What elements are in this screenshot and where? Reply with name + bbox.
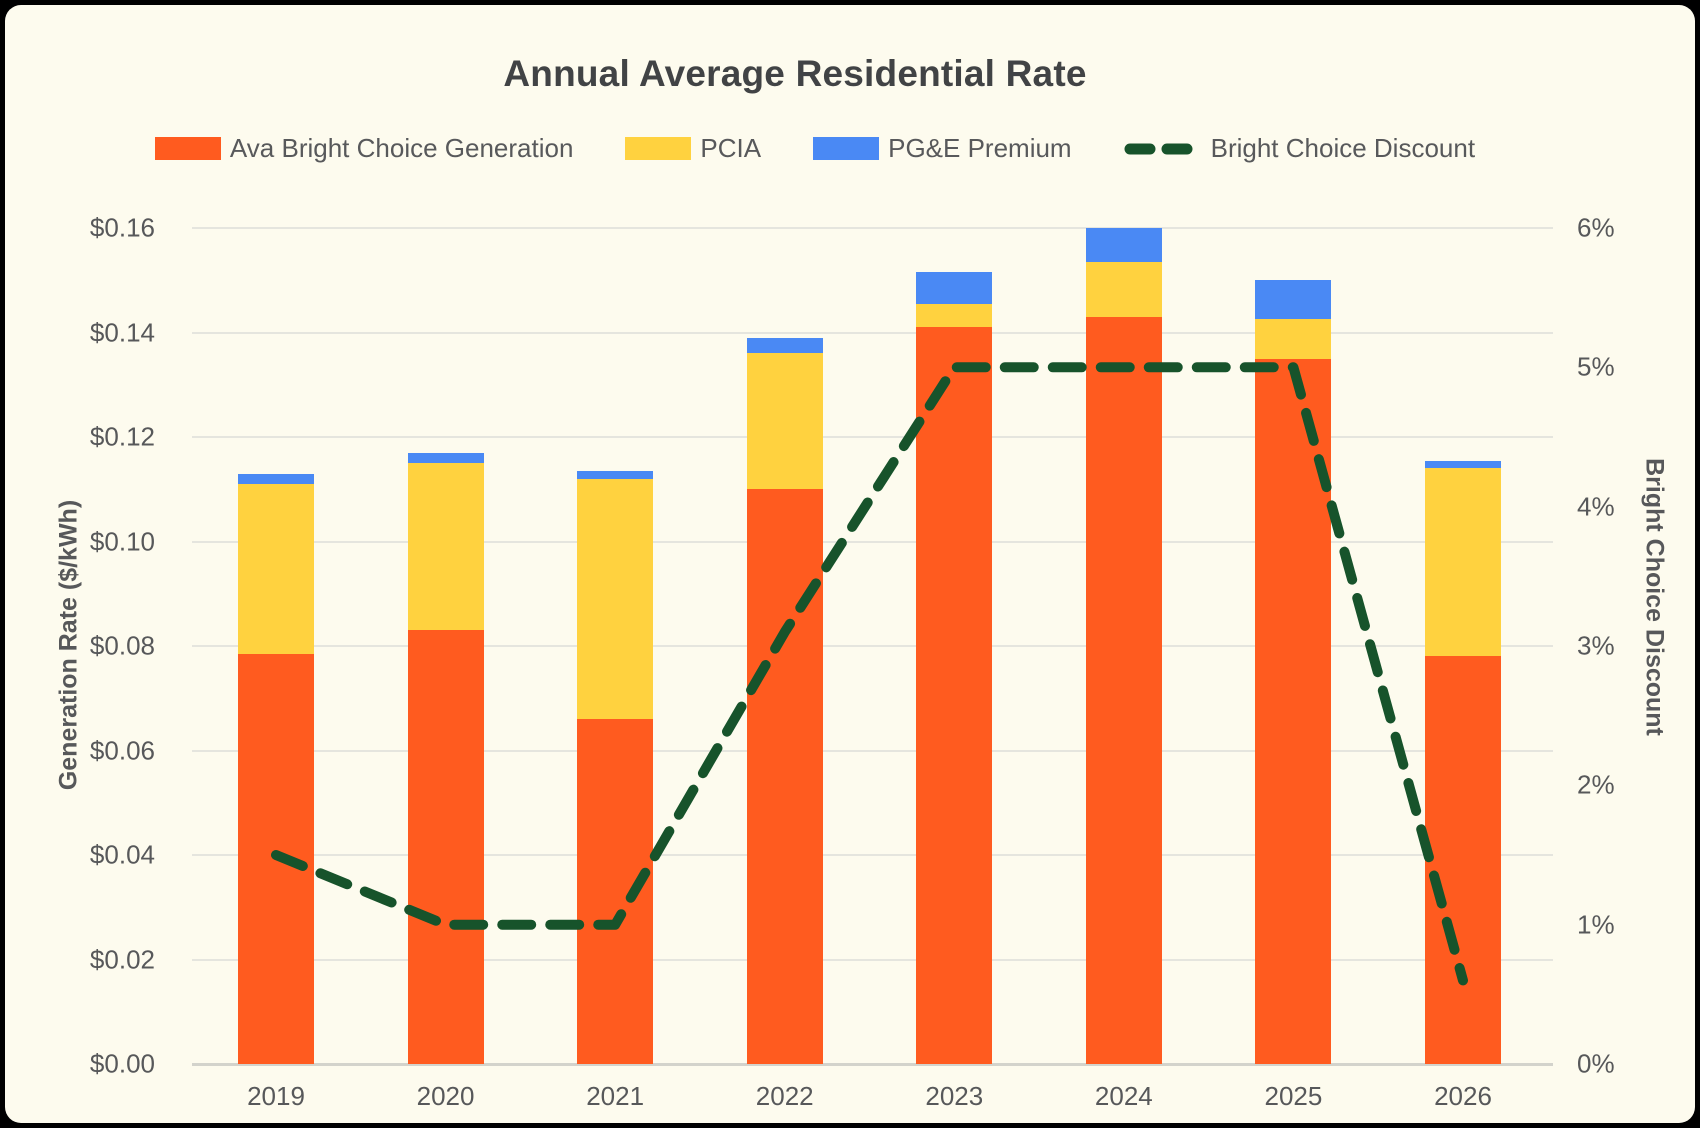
bar-segment — [238, 484, 314, 654]
right-axis-tick-label: 2% — [1577, 769, 1615, 800]
right-axis-tick-label: 3% — [1577, 630, 1615, 661]
gridline — [192, 540, 1553, 543]
bar-segment — [1085, 316, 1162, 1064]
legend-item-generation: Ava Bright Choice Generation — [154, 133, 574, 164]
left-axis-tick-label: $0.04 — [89, 839, 155, 870]
bar-segment — [577, 470, 654, 479]
legend-label: PG&E Premium — [888, 133, 1072, 163]
x-axis-tick-label: 2023 — [925, 1081, 984, 1111]
bar-segment — [916, 327, 993, 1064]
gridline — [192, 958, 1553, 961]
bar-stack-2024 — [1085, 228, 1162, 1064]
bar-stack-2021 — [577, 470, 654, 1064]
legend-item-pcia: PCIA — [625, 133, 761, 164]
left-axis-tick-label: $0.14 — [89, 317, 155, 347]
x-axis-tick-label: 2020 — [416, 1081, 475, 1111]
premium-swatch-icon — [813, 137, 880, 160]
right-axis-tick-label: 5% — [1577, 351, 1615, 382]
x-axis-tick-label: 2021 — [586, 1081, 645, 1111]
legend-label: Ava Bright Choice Generation — [229, 133, 574, 163]
bar-segment — [1255, 319, 1332, 359]
gridline — [192, 749, 1553, 752]
dashed-line-icon — [1124, 143, 1202, 154]
gridline — [192, 1063, 1553, 1066]
left-axis-tick-label: $0.10 — [89, 526, 155, 556]
generation-swatch-icon — [154, 137, 221, 160]
chart-card: Annual Average Residential Rate Ava Brig… — [5, 5, 1695, 1123]
gridline — [192, 227, 1553, 229]
left-axis-tick-label: $0.08 — [89, 630, 155, 661]
bar-segment — [1085, 261, 1162, 317]
x-axis-tick-label: 2022 — [755, 1081, 814, 1111]
left-axis-tick-label: $0.02 — [89, 944, 155, 974]
bar-segment — [1425, 460, 1501, 469]
bar-segment — [916, 272, 993, 304]
gridline — [192, 645, 1553, 647]
right-axis-tick-label: 0% — [1577, 1048, 1615, 1079]
bar-stack-2026 — [1425, 460, 1501, 1064]
bar-segment — [916, 303, 993, 328]
left-axis-tick-label: $0.00 — [89, 1048, 155, 1079]
bar-segment — [577, 719, 654, 1064]
left-axis-tick-label: $0.12 — [89, 421, 155, 452]
bar-segment — [1255, 280, 1332, 320]
discount-line — [271, 362, 1468, 986]
bar-stack-2023 — [916, 272, 993, 1064]
left-axis-tick-label: $0.06 — [89, 735, 155, 765]
x-axis-tick-label: 2026 — [1434, 1081, 1492, 1111]
right-axis-tick-label: 6% — [1577, 212, 1615, 243]
chart-title: Annual Average Residential Rate — [503, 53, 1087, 94]
x-axis-tick-label: 2019 — [247, 1081, 305, 1111]
discount-line-layer — [271, 362, 1468, 986]
bar-segment — [1085, 228, 1162, 262]
bar-segment — [577, 478, 654, 720]
left-axis-tick-label: $0.16 — [89, 212, 155, 243]
gridline — [192, 331, 1553, 334]
bar-segment — [407, 452, 484, 464]
legend-item-discount: Bright Choice Discount — [1124, 133, 1475, 164]
bar-segment — [1425, 656, 1501, 1064]
bar-segment — [407, 630, 484, 1064]
plot-area — [192, 227, 1553, 1066]
bar-segment — [407, 463, 484, 631]
bar-segment — [1425, 468, 1501, 657]
legend-label: PCIA — [700, 133, 762, 163]
x-axis-tick-label: 2024 — [1094, 1081, 1153, 1111]
bar-segment — [746, 353, 823, 490]
legend-item-premium: PG&E Premium — [813, 133, 1072, 164]
legend-label: Bright Choice Discount — [1210, 133, 1476, 163]
gridline — [192, 436, 1553, 438]
right-axis-tick-label: 1% — [1577, 909, 1615, 940]
right-axis-tick-label: 4% — [1577, 491, 1615, 522]
bar-segment — [238, 473, 314, 485]
pcia-swatch-icon — [625, 137, 692, 160]
legend: Ava Bright Choice Generation PCIA PG&E P… — [5, 133, 1625, 164]
bar-stack-2020 — [407, 452, 484, 1064]
bar-segment — [746, 337, 823, 354]
x-axis-tick-label: 2025 — [1264, 1081, 1323, 1111]
gridline — [192, 854, 1553, 856]
